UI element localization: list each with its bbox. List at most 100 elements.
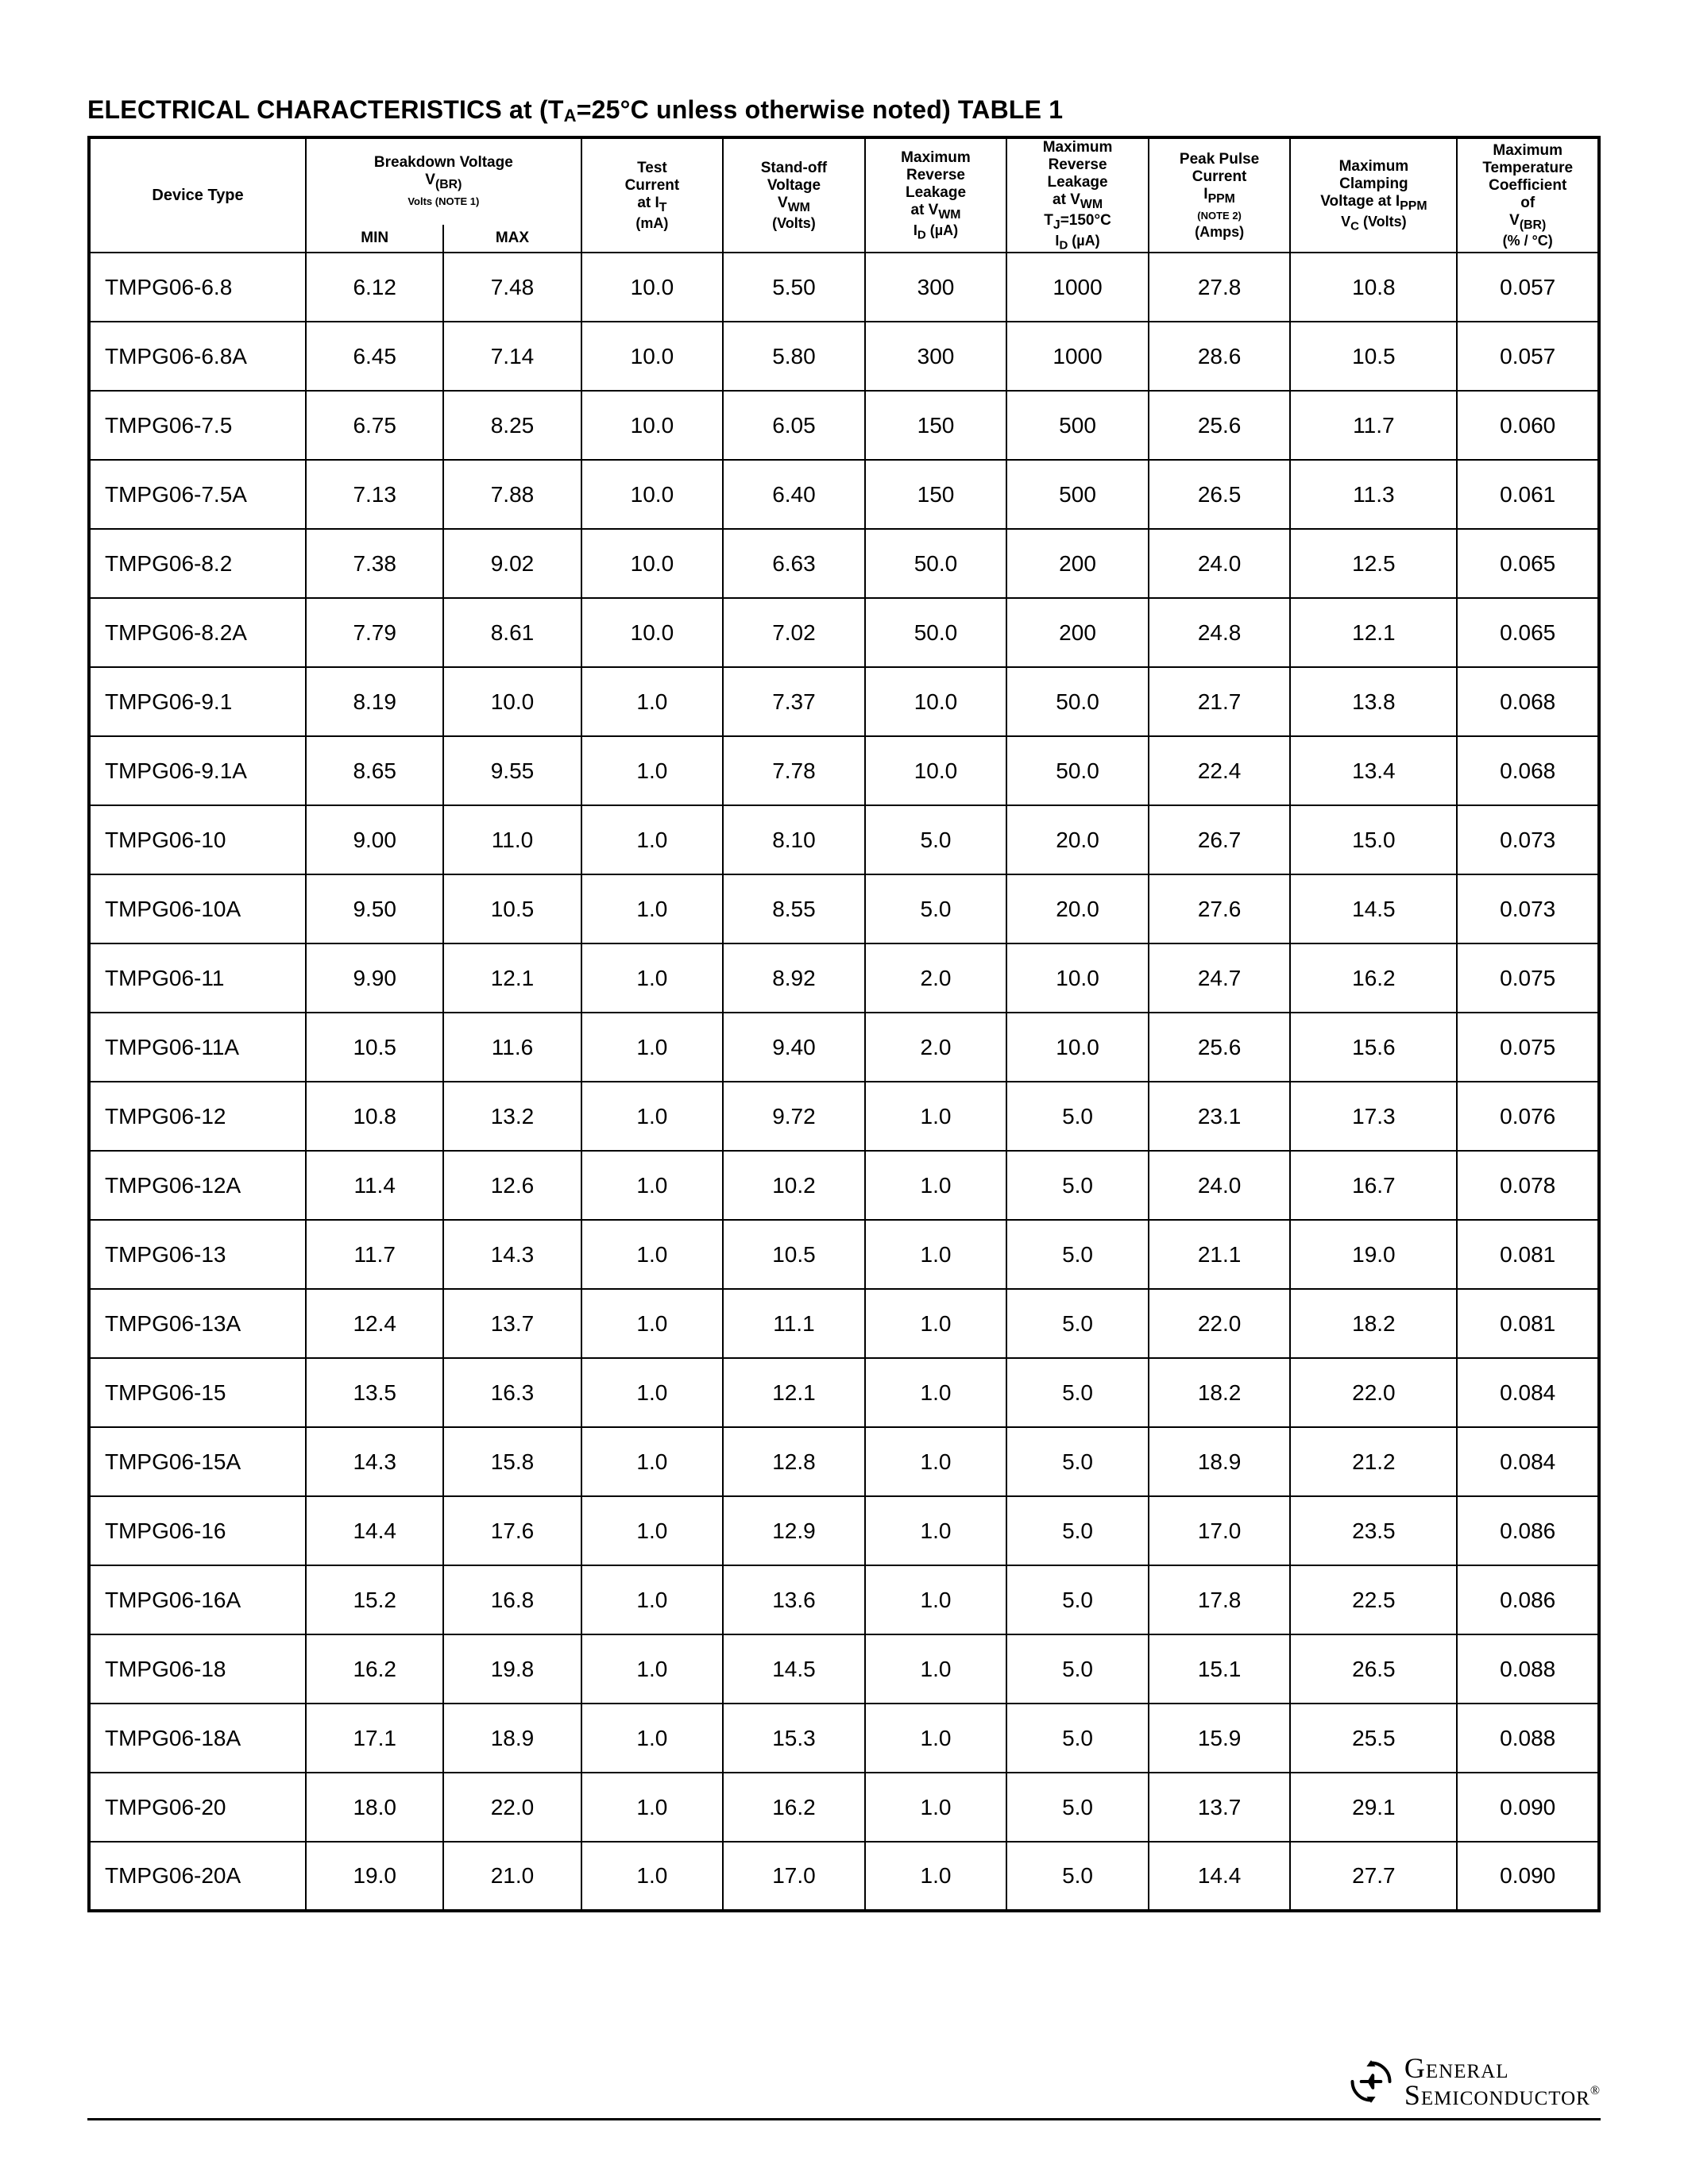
- cell-value: 12.1: [443, 943, 581, 1013]
- col-header-breakdown-voltage: Breakdown VoltageV(BR)Volts (NOTE 1): [306, 137, 581, 225]
- cell-value: 200: [1006, 529, 1149, 598]
- cell-value: 1.0: [581, 943, 724, 1013]
- table-row: TMPG06-119.9012.11.08.922.010.024.716.20…: [89, 943, 1599, 1013]
- cell-device-type: TMPG06-20A: [89, 1842, 306, 1911]
- cell-value: 5.0: [1006, 1842, 1149, 1911]
- cell-value: 0.065: [1457, 529, 1599, 598]
- table-row: TMPG06-1614.417.61.012.91.05.017.023.50.…: [89, 1496, 1599, 1565]
- cell-value: 15.2: [306, 1565, 443, 1634]
- cell-value: 0.086: [1457, 1565, 1599, 1634]
- cell-value: 1.0: [581, 1082, 724, 1151]
- cell-value: 6.45: [306, 322, 443, 391]
- cell-value: 1000: [1006, 322, 1149, 391]
- cell-value: 9.55: [443, 736, 581, 805]
- cell-value: 14.5: [723, 1634, 865, 1704]
- cell-device-type: TMPG06-16A: [89, 1565, 306, 1634]
- cell-value: 7.78: [723, 736, 865, 805]
- cell-value: 1.0: [581, 1842, 724, 1911]
- cell-value: 10.0: [581, 598, 724, 667]
- cell-device-type: TMPG06-13: [89, 1220, 306, 1289]
- cell-value: 5.0: [1006, 1704, 1149, 1773]
- cell-value: 0.073: [1457, 805, 1599, 874]
- table-row: TMPG06-18A17.118.91.015.31.05.015.925.50…: [89, 1704, 1599, 1773]
- table-row: TMPG06-1210.813.21.09.721.05.023.117.30.…: [89, 1082, 1599, 1151]
- brand-mark-icon: [1349, 2059, 1393, 2104]
- cell-value: 1.0: [865, 1082, 1007, 1151]
- col-header-test-current: TestCurrentat IT (mA): [581, 137, 724, 253]
- cell-value: 1.0: [865, 1151, 1007, 1220]
- cell-value: 1.0: [865, 1842, 1007, 1911]
- cell-value: 6.63: [723, 529, 865, 598]
- cell-value: 12.1: [723, 1358, 865, 1427]
- cell-value: 9.90: [306, 943, 443, 1013]
- cell-value: 15.0: [1290, 805, 1457, 874]
- table-row: TMPG06-7.5A7.137.8810.06.4015050026.511.…: [89, 460, 1599, 529]
- cell-device-type: TMPG06-15A: [89, 1427, 306, 1496]
- cell-device-type: TMPG06-12: [89, 1082, 306, 1151]
- cell-value: 22.4: [1149, 736, 1291, 805]
- cell-value: 19.0: [1290, 1220, 1457, 1289]
- cell-value: 0.065: [1457, 598, 1599, 667]
- table-row: TMPG06-7.56.758.2510.06.0515050025.611.7…: [89, 391, 1599, 460]
- cell-value: 18.9: [1149, 1427, 1291, 1496]
- cell-device-type: TMPG06-8.2: [89, 529, 306, 598]
- cell-value: 15.3: [723, 1704, 865, 1773]
- cell-value: 25.5: [1290, 1704, 1457, 1773]
- cell-value: 10.0: [581, 460, 724, 529]
- cell-value: 1.0: [581, 805, 724, 874]
- cell-value: 0.090: [1457, 1773, 1599, 1842]
- cell-value: 6.05: [723, 391, 865, 460]
- cell-value: 0.076: [1457, 1082, 1599, 1151]
- cell-value: 17.1: [306, 1704, 443, 1773]
- cell-value: 300: [865, 322, 1007, 391]
- cell-value: 25.6: [1149, 1013, 1291, 1082]
- cell-value: 16.3: [443, 1358, 581, 1427]
- cell-device-type: TMPG06-18A: [89, 1704, 306, 1773]
- cell-value: 14.3: [306, 1427, 443, 1496]
- cell-device-type: TMPG06-13A: [89, 1289, 306, 1358]
- cell-value: 17.0: [723, 1842, 865, 1911]
- cell-value: 20.0: [1006, 805, 1149, 874]
- cell-value: 8.10: [723, 805, 865, 874]
- col-header-temp-coefficient: MaximumTemperatureCoefficientofV(BR) (% …: [1457, 137, 1599, 253]
- cell-value: 1.0: [581, 1634, 724, 1704]
- cell-value: 8.55: [723, 874, 865, 943]
- cell-value: 0.068: [1457, 736, 1599, 805]
- cell-value: 0.057: [1457, 322, 1599, 391]
- cell-value: 18.9: [443, 1704, 581, 1773]
- cell-device-type: TMPG06-6.8: [89, 253, 306, 322]
- cell-value: 50.0: [1006, 736, 1149, 805]
- cell-value: 11.7: [306, 1220, 443, 1289]
- cell-value: 1000: [1006, 253, 1149, 322]
- cell-value: 16.2: [306, 1634, 443, 1704]
- page-footer: General Semiconductor®: [87, 2055, 1601, 2120]
- cell-value: 16.7: [1290, 1151, 1457, 1220]
- cell-value: 10.0: [865, 667, 1007, 736]
- cell-device-type: TMPG06-7.5: [89, 391, 306, 460]
- cell-value: 7.48: [443, 253, 581, 322]
- cell-value: 0.060: [1457, 391, 1599, 460]
- cell-value: 26.5: [1290, 1634, 1457, 1704]
- cell-value: 21.7: [1149, 667, 1291, 736]
- cell-value: 9.72: [723, 1082, 865, 1151]
- cell-value: 18.0: [306, 1773, 443, 1842]
- cell-value: 5.0: [865, 874, 1007, 943]
- cell-value: 10.0: [1006, 1013, 1149, 1082]
- cell-value: 0.081: [1457, 1289, 1599, 1358]
- cell-value: 10.8: [1290, 253, 1457, 322]
- cell-value: 17.8: [1149, 1565, 1291, 1634]
- cell-value: 10.2: [723, 1151, 865, 1220]
- cell-value: 1.0: [581, 1013, 724, 1082]
- table-row: TMPG06-8.27.389.0210.06.6350.020024.012.…: [89, 529, 1599, 598]
- table-row: TMPG06-2018.022.01.016.21.05.013.729.10.…: [89, 1773, 1599, 1842]
- cell-value: 18.2: [1290, 1289, 1457, 1358]
- cell-value: 150: [865, 391, 1007, 460]
- cell-value: 16.2: [1290, 943, 1457, 1013]
- cell-value: 7.14: [443, 322, 581, 391]
- cell-value: 13.4: [1290, 736, 1457, 805]
- cell-device-type: TMPG06-16: [89, 1496, 306, 1565]
- cell-value: 500: [1006, 391, 1149, 460]
- cell-value: 0.057: [1457, 253, 1599, 322]
- cell-value: 5.0: [1006, 1565, 1149, 1634]
- footer-rule: [87, 2118, 1601, 2120]
